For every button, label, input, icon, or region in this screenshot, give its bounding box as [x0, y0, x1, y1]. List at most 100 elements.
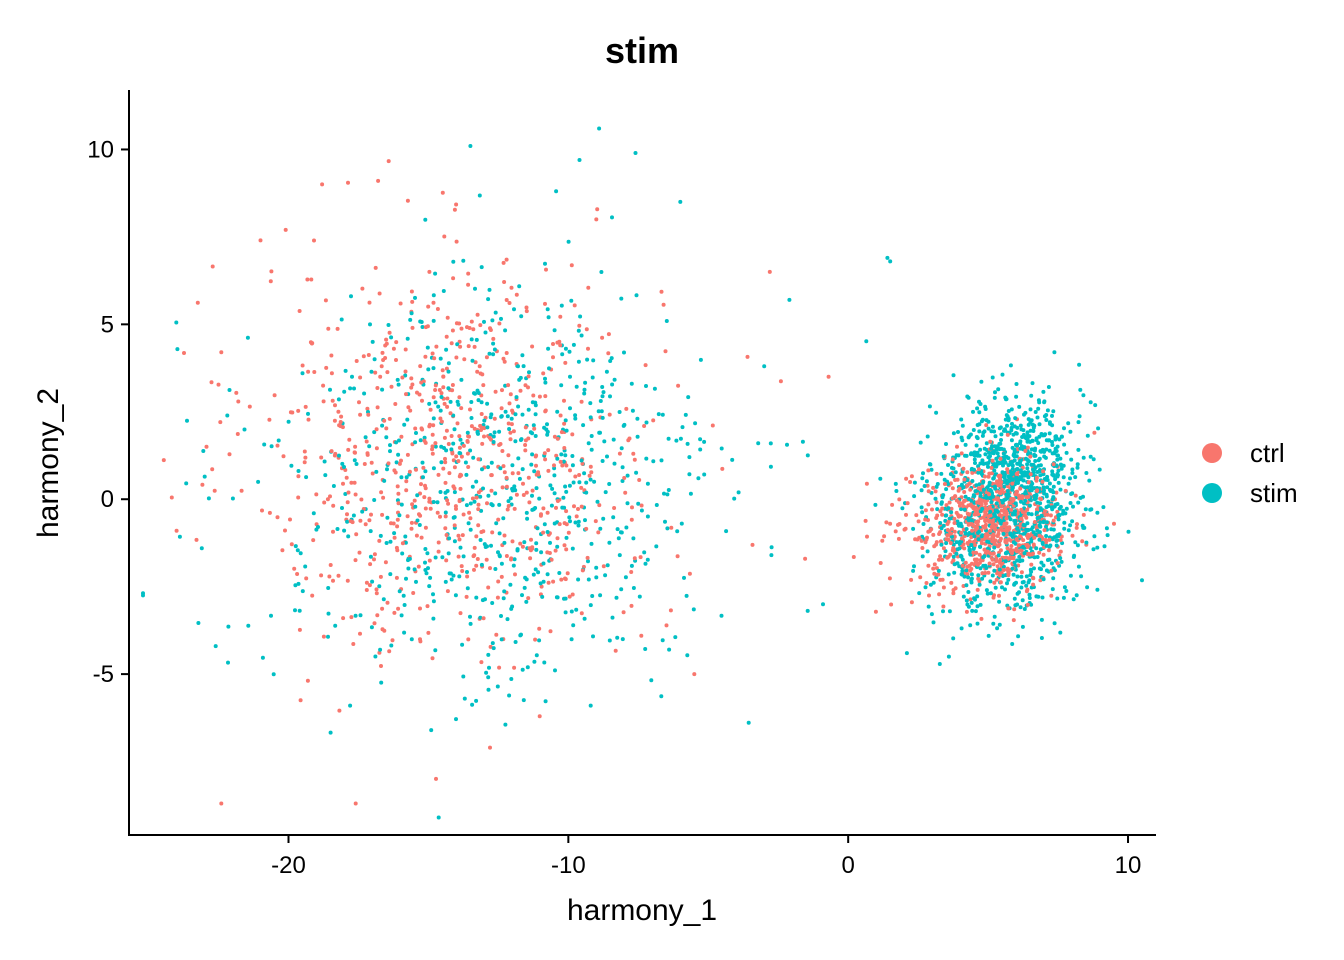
point-stim — [964, 598, 969, 603]
point-stim — [989, 446, 994, 451]
point-stim — [446, 369, 451, 374]
point-stim — [516, 364, 520, 369]
point-stim — [380, 423, 385, 428]
point-stim — [931, 620, 936, 625]
point-ctrl — [501, 260, 506, 265]
point-ctrl — [451, 276, 456, 281]
point-ctrl — [545, 510, 550, 515]
point-stim — [976, 573, 981, 578]
point-ctrl — [543, 409, 548, 414]
point-stim — [529, 462, 534, 467]
point-stim — [469, 400, 474, 404]
point-stim — [966, 575, 971, 580]
point-ctrl — [970, 470, 975, 475]
point-ctrl — [720, 466, 725, 471]
point-stim — [563, 610, 568, 615]
point-ctrl — [354, 359, 359, 363]
point-ctrl — [946, 537, 951, 542]
point-ctrl — [937, 557, 941, 562]
point-stim — [619, 446, 624, 451]
point-ctrl — [504, 475, 509, 480]
point-stim — [468, 527, 473, 532]
point-ctrl — [344, 475, 349, 480]
point-ctrl — [955, 477, 960, 482]
point-stim — [912, 564, 916, 569]
point-stim — [478, 615, 483, 620]
point-stim — [972, 534, 977, 539]
point-stim — [667, 647, 672, 652]
point-stim — [1037, 468, 1042, 472]
point-stim — [1046, 504, 1051, 509]
point-ctrl — [1075, 522, 1079, 527]
point-stim — [1051, 484, 1056, 489]
point-stim — [1074, 593, 1079, 598]
point-stim — [990, 424, 995, 429]
point-stim — [388, 449, 392, 454]
point-ctrl — [957, 503, 962, 508]
point-ctrl — [951, 548, 956, 553]
point-ctrl — [357, 400, 361, 405]
point-ctrl — [408, 408, 413, 413]
point-ctrl — [558, 314, 563, 319]
point-ctrl — [552, 463, 556, 468]
point-ctrl — [1027, 552, 1032, 557]
point-ctrl — [449, 341, 454, 346]
point-ctrl — [507, 301, 512, 305]
point-ctrl — [1004, 509, 1009, 514]
point-stim — [1005, 581, 1009, 586]
point-ctrl — [637, 478, 642, 482]
point-stim — [1068, 523, 1073, 528]
point-ctrl — [995, 479, 1000, 484]
point-stim — [1030, 438, 1035, 443]
point-ctrl — [1051, 518, 1056, 523]
point-ctrl — [472, 567, 476, 572]
point-ctrl — [1074, 525, 1079, 530]
point-ctrl — [374, 427, 379, 432]
point-ctrl — [999, 508, 1004, 513]
point-stim — [340, 506, 344, 510]
point-stim — [1076, 420, 1081, 425]
point-ctrl — [329, 371, 334, 376]
point-stim — [226, 624, 231, 629]
point-ctrl — [507, 401, 512, 406]
point-ctrl — [594, 217, 599, 222]
point-stim — [993, 390, 997, 395]
point-stim — [615, 527, 620, 532]
point-stim — [1040, 595, 1045, 600]
point-stim — [997, 446, 1002, 451]
point-ctrl — [988, 439, 993, 444]
point-stim — [979, 379, 984, 384]
point-ctrl — [531, 393, 536, 398]
point-stim — [969, 451, 974, 456]
point-stim — [589, 434, 594, 438]
point-stim — [370, 579, 375, 584]
point-stim — [463, 460, 468, 465]
point-stim — [685, 441, 690, 446]
point-stim — [380, 387, 385, 392]
point-ctrl — [405, 452, 410, 457]
point-ctrl — [952, 516, 957, 521]
point-ctrl — [1028, 472, 1033, 477]
point-ctrl — [472, 344, 477, 349]
point-stim — [576, 359, 581, 364]
point-ctrl — [383, 343, 388, 348]
point-ctrl — [518, 388, 523, 393]
point-stim — [992, 395, 997, 400]
point-stim — [545, 530, 550, 534]
point-stim — [604, 369, 609, 374]
point-stim — [470, 702, 475, 707]
point-stim — [1088, 454, 1093, 459]
point-stim — [963, 531, 968, 536]
point-ctrl — [306, 369, 311, 374]
point-ctrl — [471, 327, 476, 332]
point-ctrl — [982, 474, 987, 479]
point-stim — [444, 347, 449, 352]
point-stim — [469, 416, 474, 420]
point-ctrl — [621, 610, 626, 615]
point-ctrl — [488, 644, 493, 649]
point-stim — [421, 475, 425, 480]
point-ctrl — [247, 404, 252, 409]
point-ctrl — [1011, 618, 1016, 623]
point-stim — [269, 444, 274, 449]
point-ctrl — [331, 503, 336, 508]
